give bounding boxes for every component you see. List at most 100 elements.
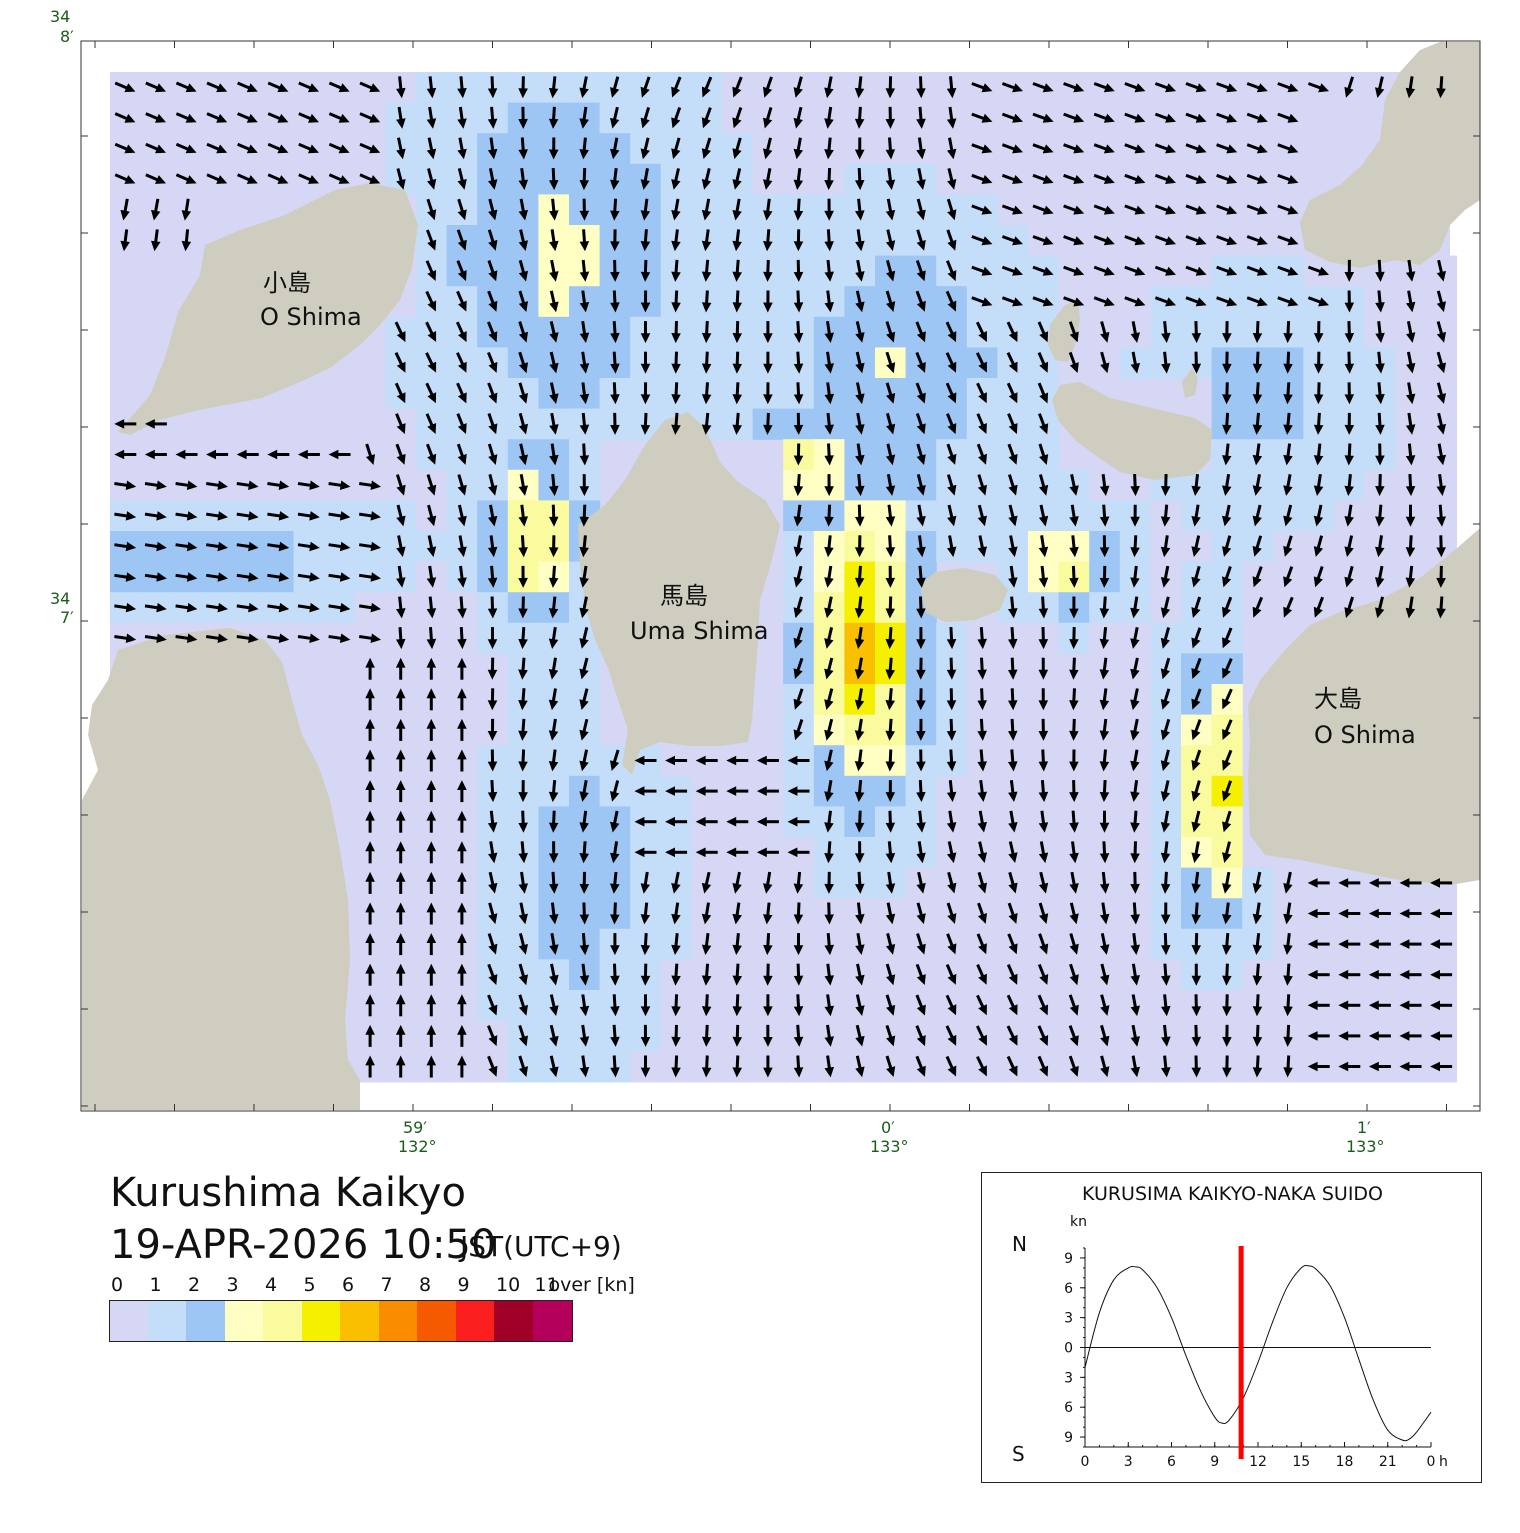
current-arrow: [671, 933, 681, 955]
current-arrow: [946, 688, 957, 711]
current-arrow: [885, 504, 896, 527]
current-arrow: [915, 1025, 926, 1047]
current-arrow: [1252, 412, 1263, 435]
current-arrow: [518, 1055, 528, 1077]
current-arrow: [175, 602, 198, 613]
current-arrow: [732, 1055, 742, 1078]
current-arrow: [1430, 1061, 1453, 1072]
current-arrow: [701, 1024, 712, 1047]
current-arrow: [610, 810, 620, 833]
current-arrow: [1069, 535, 1079, 558]
lat-label-mid-min: 7′: [60, 608, 74, 627]
current-arrow: [1405, 443, 1416, 466]
current-arrow: [1069, 565, 1079, 588]
current-arrow: [640, 229, 651, 252]
map-title-datetime: 19-APR-2026 10:50: [110, 1222, 497, 1268]
current-arrow: [518, 1024, 528, 1047]
current-arrow: [181, 198, 192, 221]
current-arrow: [701, 137, 712, 159]
lat-label-top-min: 8′: [60, 27, 74, 46]
current-arrow: [1124, 204, 1146, 215]
current-arrow: [358, 602, 381, 613]
current-arrow: [854, 688, 865, 711]
current-arrow: [732, 933, 742, 955]
current-arrow: [1436, 290, 1446, 313]
land-northeast: [1300, 42, 1480, 268]
current-arrow: [205, 602, 228, 613]
current-arrow: [793, 933, 804, 956]
current-arrow: [824, 259, 834, 282]
current-arrow: [1008, 627, 1018, 650]
current-arrow: [518, 780, 528, 803]
current-arrow: [1430, 1000, 1453, 1011]
current-arrow: [1185, 173, 1207, 184]
islet-east-1: [1052, 382, 1212, 480]
current-arrow: [267, 633, 290, 643]
current-arrow: [488, 474, 498, 496]
current-arrow: [1191, 1055, 1202, 1078]
current-arrow: [518, 351, 528, 374]
current-arrow: [1099, 474, 1110, 496]
current-arrow: [426, 718, 437, 741]
current-arrow: [549, 1024, 559, 1047]
current-arrow: [365, 994, 375, 1017]
current-arrow: [916, 688, 926, 711]
current-arrow: [457, 474, 467, 496]
current-arrow: [1100, 351, 1110, 374]
current-arrows: [114, 76, 1453, 1078]
current-arrow: [824, 871, 834, 894]
current-arrow: [1307, 969, 1330, 980]
current-arrow: [426, 963, 437, 986]
current-arrow: [885, 229, 896, 251]
current-arrow: [114, 173, 136, 184]
current-arrow: [824, 412, 834, 435]
current-arrow: [885, 718, 895, 741]
tide-unit-label: kn: [1070, 1214, 1087, 1230]
current-arrow: [395, 443, 406, 465]
current-arrow: [1160, 596, 1171, 619]
current-arrow: [426, 657, 437, 680]
current-arrow: [971, 235, 993, 246]
current-arrow: [1185, 204, 1207, 215]
current-arrow: [1283, 382, 1293, 405]
current-arrow: [1313, 382, 1324, 405]
current-arrow: [726, 816, 749, 827]
current-arrow: [1246, 112, 1268, 123]
current-arrow: [1100, 933, 1110, 955]
current-arrow: [1037, 321, 1049, 343]
current-arrow: [518, 994, 528, 1016]
current-arrow: [396, 596, 406, 619]
current-arrow: [1068, 351, 1079, 373]
current-arrow: [1216, 235, 1238, 246]
current-arrow: [854, 810, 865, 833]
current-arrow: [1099, 780, 1110, 803]
current-arrow: [916, 76, 926, 99]
land-southwest: [82, 628, 360, 1110]
current-arrow: [885, 749, 895, 772]
current-arrow: [395, 780, 406, 803]
current-arrow: [1375, 565, 1385, 588]
current-arrow: [916, 106, 926, 129]
current-arrow: [487, 596, 498, 619]
current-arrow: [365, 933, 375, 956]
current-arrow: [976, 382, 987, 404]
current-arrow: [946, 443, 957, 465]
current-arrow: [1037, 1025, 1049, 1046]
tide-y-tick-label: 3: [1064, 1370, 1073, 1386]
legend-label: 9: [457, 1274, 470, 1296]
current-arrow: [579, 229, 590, 252]
current-arrow: [885, 535, 896, 558]
current-arrow: [145, 112, 166, 123]
current-arrow: [297, 449, 320, 460]
current-arrow: [1001, 112, 1023, 123]
current-arrow: [854, 535, 865, 558]
current-arrow: [456, 229, 467, 251]
current-arrow: [1007, 474, 1018, 496]
legend-swatch: [301, 1300, 341, 1342]
current-arrow: [427, 168, 437, 190]
current-arrow: [1338, 1061, 1361, 1072]
current-arrow: [976, 413, 987, 434]
current-arrow: [457, 810, 467, 833]
current-arrow: [824, 443, 834, 466]
